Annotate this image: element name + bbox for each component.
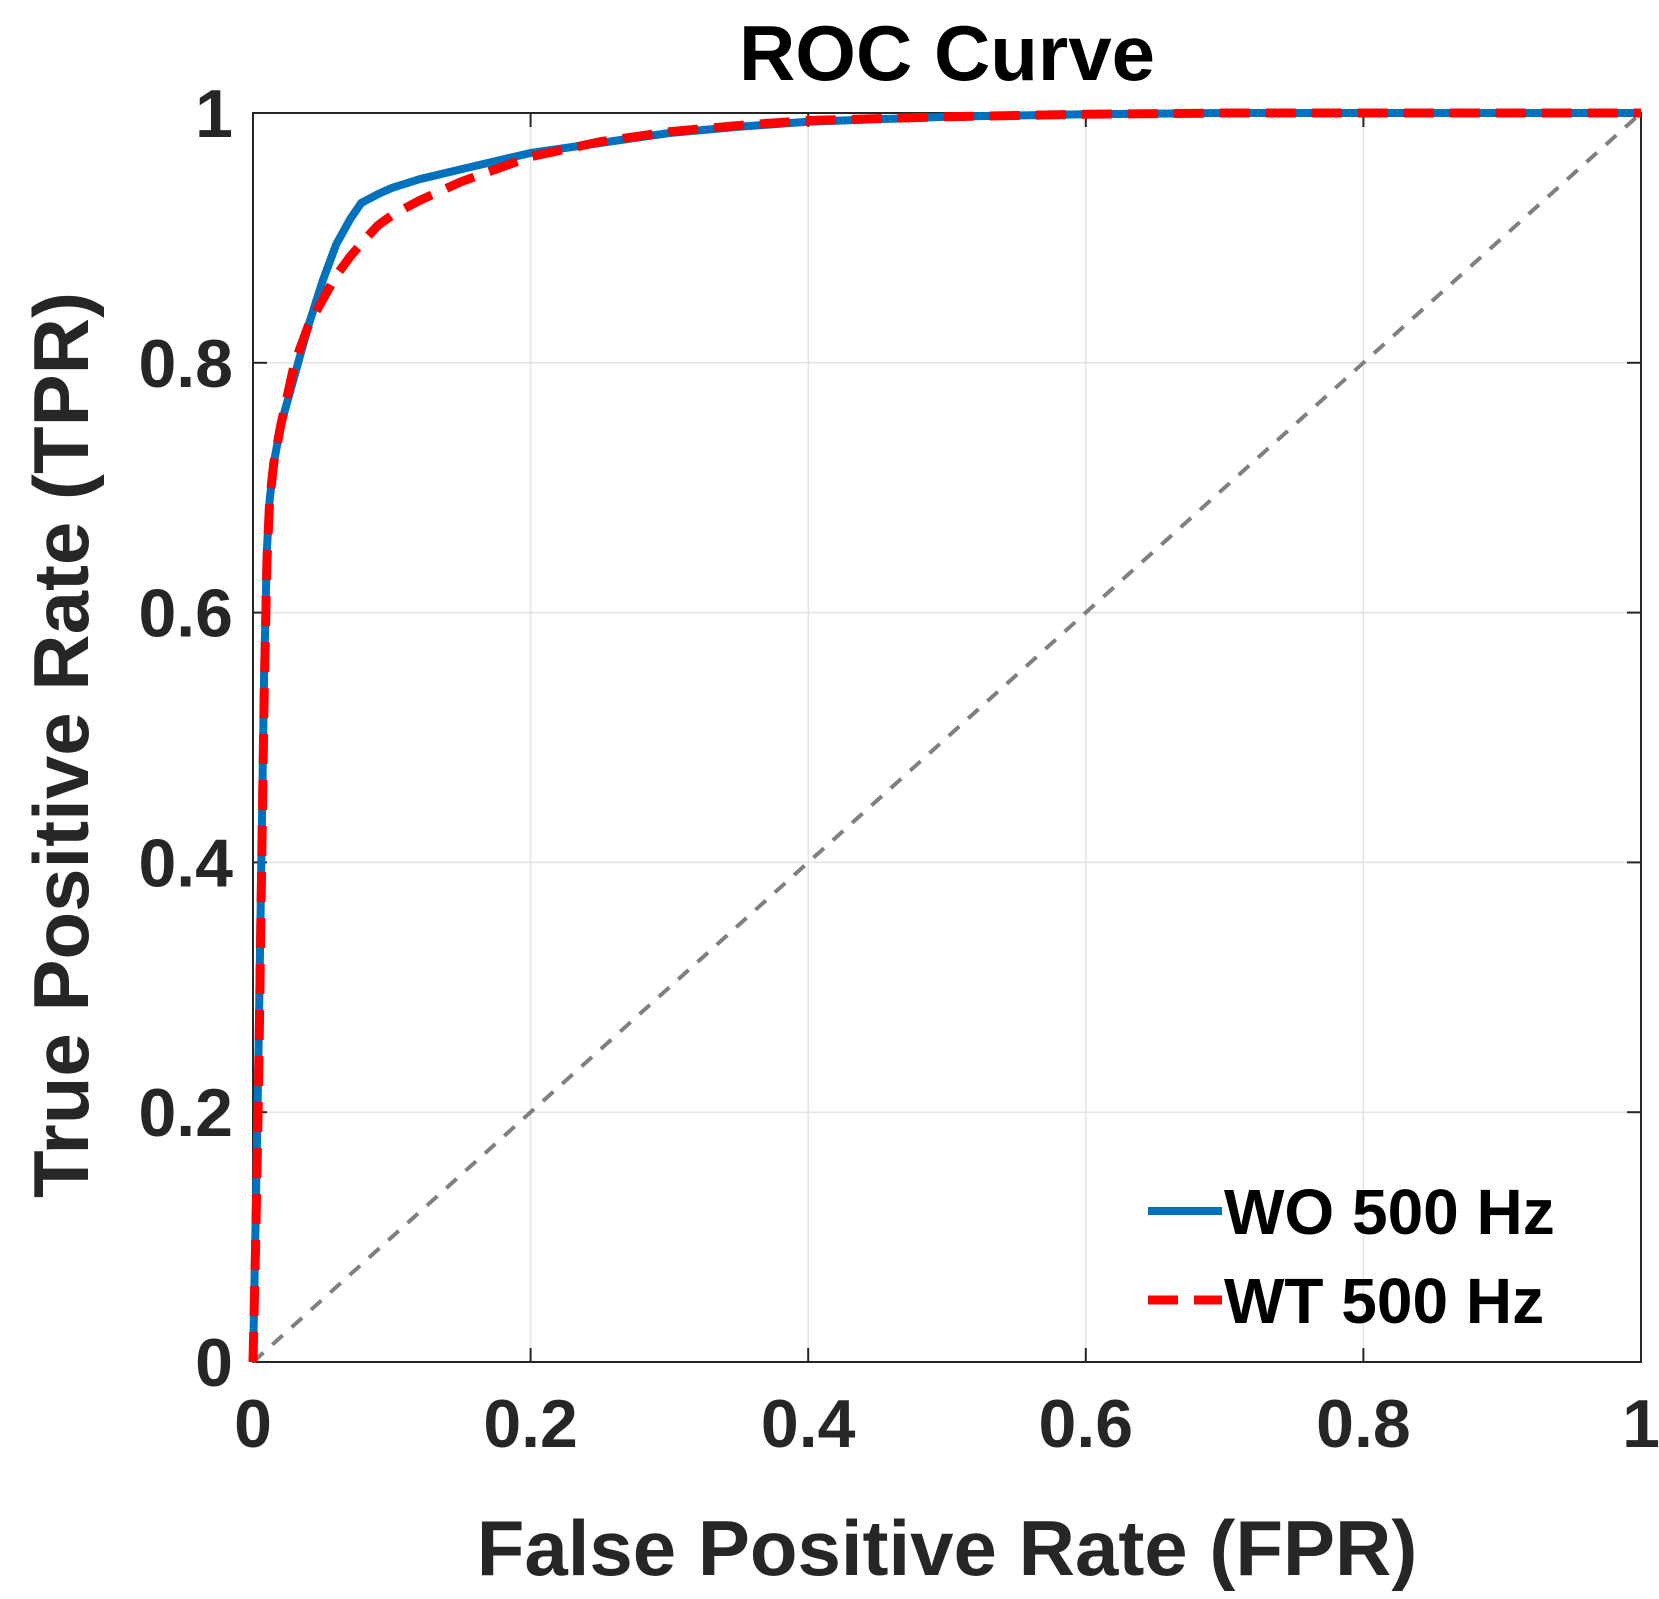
y-tick-label: 0.2 [138, 1075, 233, 1151]
x-tick-label: 0.6 [1039, 1386, 1134, 1462]
y-tick-label: 1 [195, 76, 233, 152]
y-tick-label: 0.6 [138, 576, 233, 652]
y-tick-label: 0 [195, 1325, 233, 1401]
legend-label-wo-500hz: WO 500 Hz [1224, 1176, 1555, 1248]
legend-label-wt-500hz: WT 500 Hz [1224, 1265, 1544, 1337]
x-tick-label: 0 [234, 1386, 272, 1462]
x-tick-label: 0.8 [1316, 1386, 1411, 1462]
y-tick-label: 0.4 [138, 825, 233, 901]
series-layer [248, 108, 1643, 1364]
chart-title: ROC Curve [739, 9, 1155, 97]
grid-lines [252, 112, 1642, 1363]
y-axis-label: True Positive Rate (TPR) [17, 292, 105, 1198]
x-tick-label: 0.4 [761, 1386, 856, 1462]
y-tick-label: 0.8 [138, 326, 233, 402]
legend: WO 500 Hz WT 500 Hz [1148, 1176, 1555, 1337]
tick-labels: 0 0.2 0.4 0.6 0.8 1 0 0.2 0.4 0.6 0.8 1 [138, 76, 1659, 1462]
x-axis-label: False Positive Rate (FPR) [477, 1504, 1418, 1592]
x-tick-label: 1 [1622, 1386, 1659, 1462]
x-tick-label: 0.2 [483, 1386, 578, 1462]
series-line-wt-500hz [248, 108, 1641, 1363]
